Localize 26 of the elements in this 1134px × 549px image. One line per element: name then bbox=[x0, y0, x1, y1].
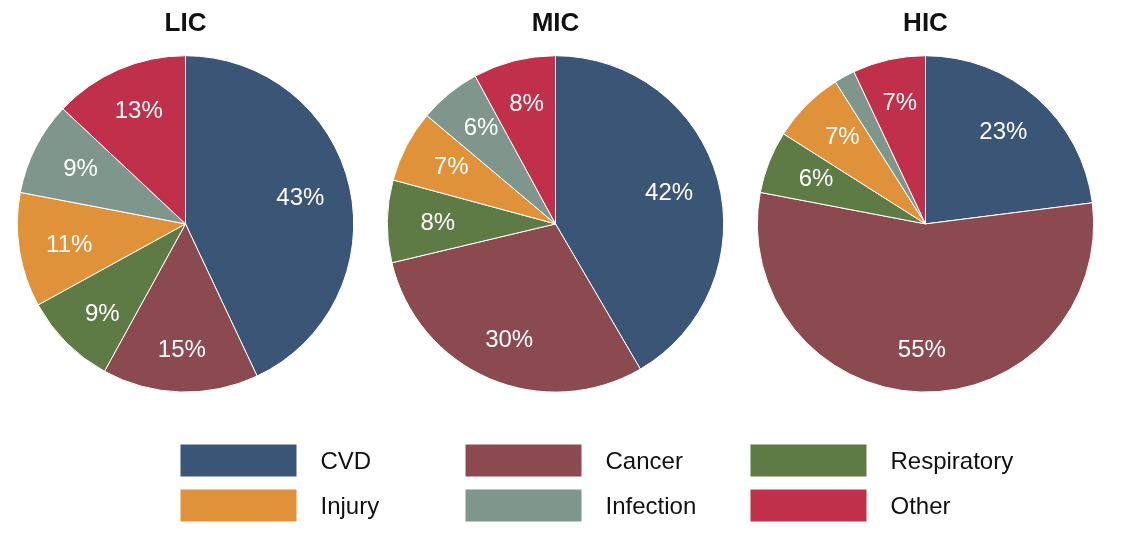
legend-label: Other bbox=[890, 492, 951, 519]
legend-label: CVD bbox=[320, 447, 372, 474]
data-label: 43% bbox=[276, 183, 325, 211]
data-label: 7% bbox=[824, 121, 860, 149]
chart-title: MIC bbox=[531, 6, 580, 37]
data-label: 13% bbox=[114, 95, 163, 123]
data-label: 8% bbox=[509, 89, 544, 117]
chart-title: HIC bbox=[903, 6, 949, 37]
legend-label: Injury bbox=[320, 492, 380, 519]
data-label: 7% bbox=[433, 152, 469, 180]
data-label: 6% bbox=[798, 164, 834, 192]
data-label: 30% bbox=[485, 325, 534, 353]
legend-label: Infection bbox=[605, 492, 697, 519]
data-label: 8% bbox=[420, 208, 456, 236]
chart-title: LIC bbox=[164, 6, 207, 37]
data-label: 9% bbox=[63, 153, 98, 181]
legend-label: Cancer bbox=[605, 447, 683, 474]
data-label: 6% bbox=[463, 113, 499, 141]
data-label: 55% bbox=[897, 335, 946, 363]
data-label: 23% bbox=[979, 116, 1028, 144]
data-label: 7% bbox=[882, 88, 918, 116]
data-label: 15% bbox=[157, 335, 206, 363]
data-label: 9% bbox=[84, 298, 120, 326]
data-label: 11% bbox=[46, 229, 93, 257]
legend-label: Respiratory bbox=[890, 447, 1014, 474]
data-label: 42% bbox=[645, 177, 694, 205]
